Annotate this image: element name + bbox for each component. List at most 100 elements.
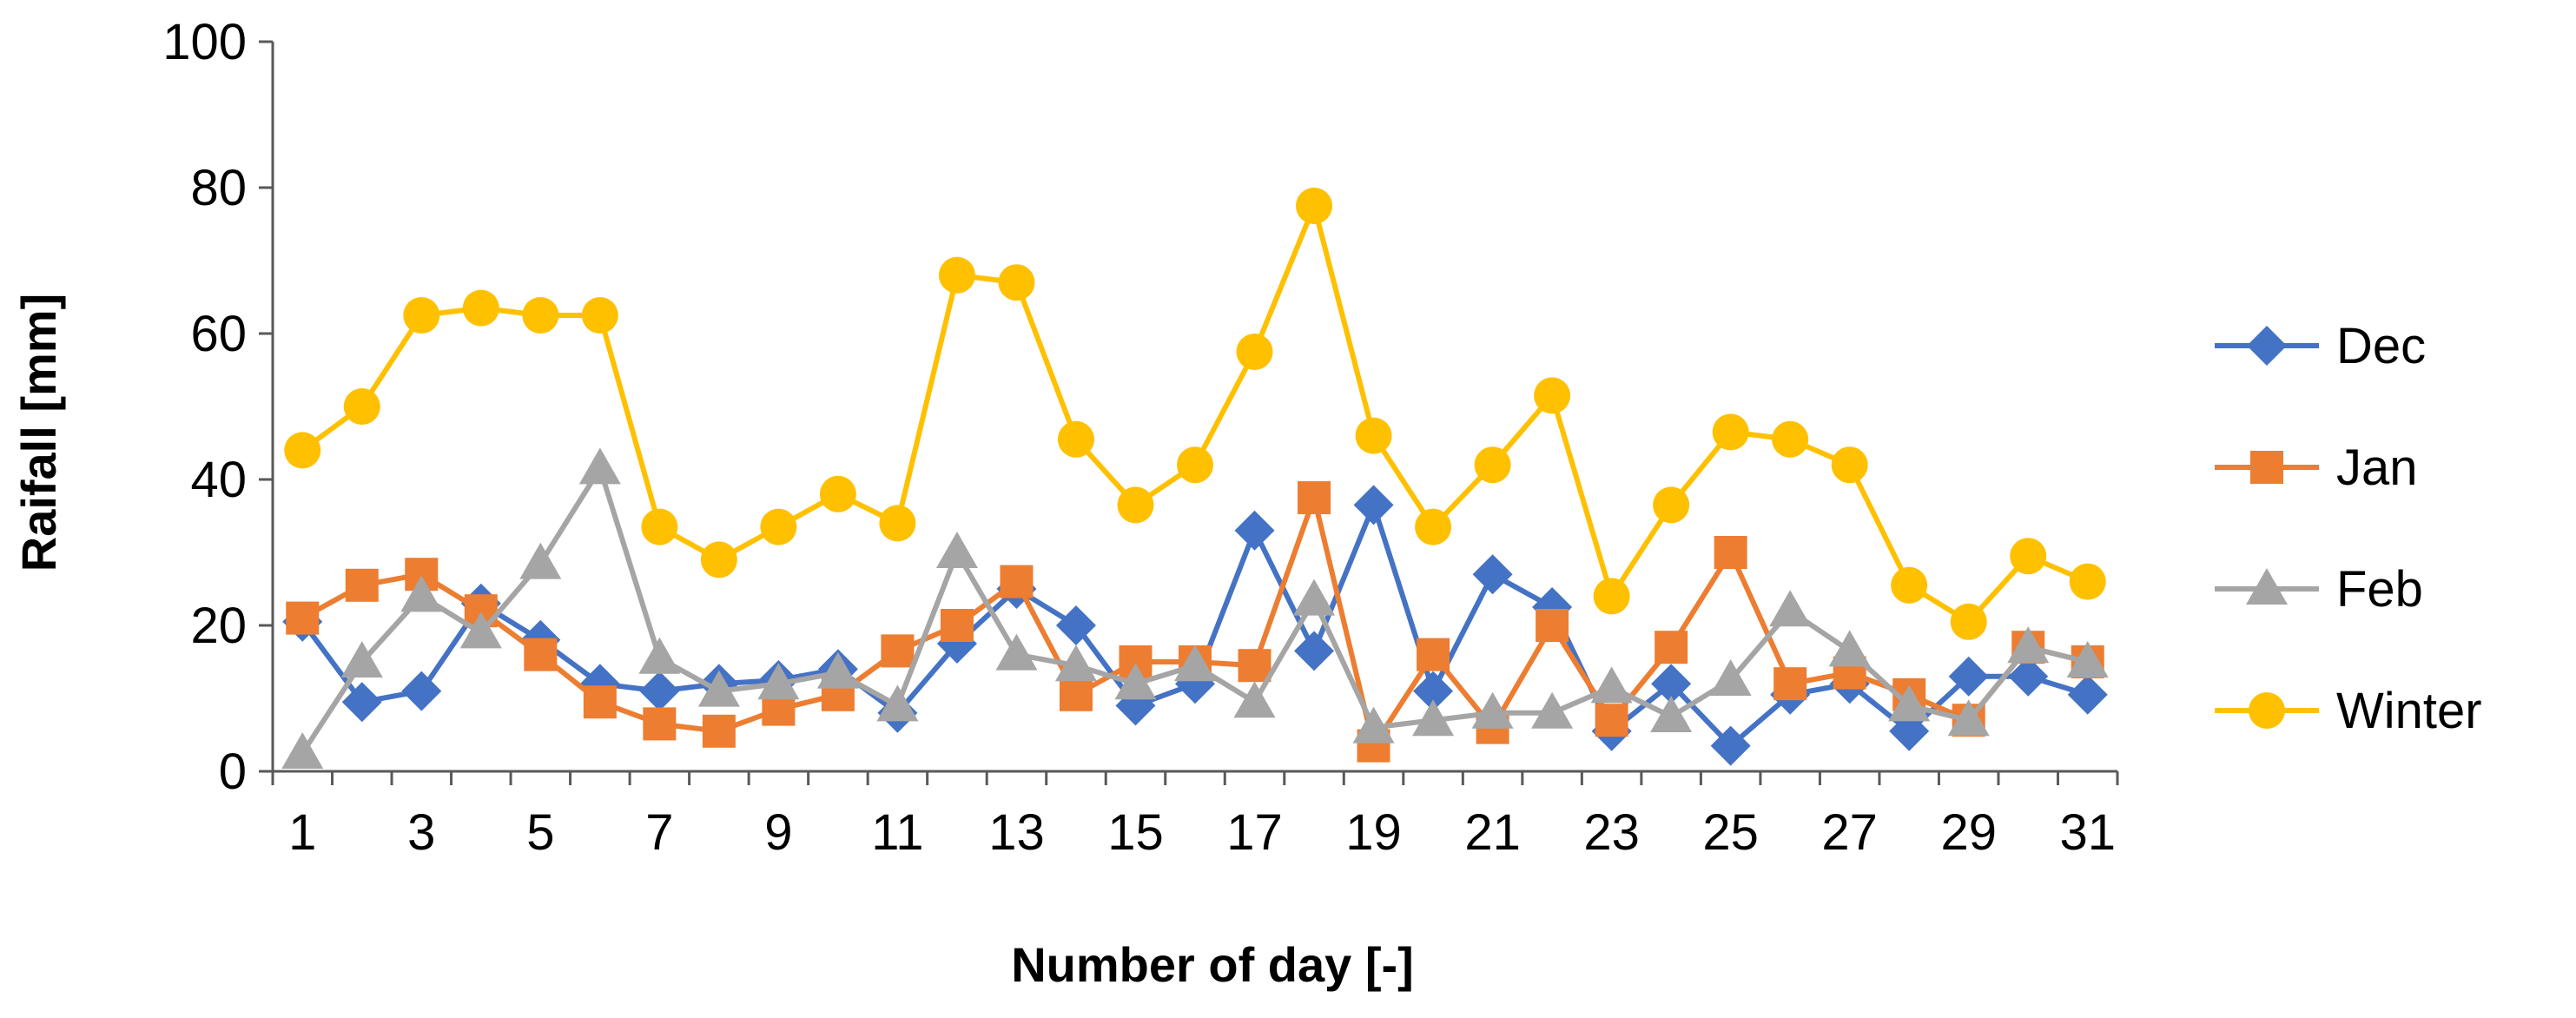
data-point-dec — [1055, 605, 1096, 645]
legend-marker-feb — [2246, 568, 2288, 605]
data-point-dec — [341, 682, 382, 723]
data-point-feb — [1888, 684, 1931, 722]
data-point-feb — [1412, 699, 1455, 737]
data-point-feb — [995, 633, 1038, 671]
data-point-winter — [2010, 538, 2047, 575]
data-point-jan — [643, 707, 677, 741]
x-axis-title: Number of day [-] — [1011, 937, 1414, 992]
data-point-winter — [819, 475, 856, 512]
x-tick-label: 19 — [1345, 804, 1402, 861]
y-tick-label: 60 — [190, 306, 247, 362]
x-tick-label: 13 — [988, 804, 1045, 861]
data-point-winter — [1177, 446, 1213, 484]
data-point-feb — [1650, 696, 1693, 732]
data-point-jan — [524, 638, 558, 671]
data-point-dec — [401, 671, 442, 711]
legend: Dec Jan Feb Winter — [2215, 318, 2482, 739]
data-point-jan — [1595, 704, 1628, 737]
x-tick-label: 21 — [1464, 804, 1521, 861]
axes — [259, 40, 2119, 785]
data-point-feb — [1114, 663, 1157, 700]
x-axis-ticks — [271, 771, 2119, 785]
data-point-jan — [1238, 649, 1271, 683]
data-point-feb — [578, 447, 621, 485]
data-point-dec — [1651, 664, 1692, 704]
data-point-dec — [2067, 674, 2108, 715]
legend-marker-winter — [2249, 692, 2285, 729]
data-point-winter — [1296, 188, 1333, 224]
data-point-winter — [1891, 566, 1928, 604]
data-point-jan — [1655, 631, 1688, 664]
data-point-jan — [345, 568, 379, 602]
x-tick-label: 27 — [1821, 804, 1878, 861]
x-tick-label: 1 — [288, 804, 316, 861]
legend-item-jan: Jan — [2215, 440, 2418, 496]
data-point-feb — [2007, 626, 2050, 664]
x-tick-label: 7 — [645, 804, 673, 861]
data-point-winter — [1474, 446, 1511, 484]
data-point-winter — [938, 256, 975, 294]
data-point-feb — [935, 532, 978, 568]
data-point-feb — [519, 542, 562, 579]
data-point-feb — [1947, 699, 1990, 737]
y-tick-label: 20 — [190, 598, 247, 654]
x-tick-label: 5 — [526, 804, 554, 861]
data-point-feb — [816, 651, 859, 689]
data-point-feb — [876, 684, 919, 722]
x-tick-label: 25 — [1702, 804, 1759, 861]
data-point-winter — [1712, 413, 1749, 451]
legend-label-feb: Feb — [2336, 561, 2423, 618]
data-point-jan — [881, 634, 915, 668]
data-point-winter — [1831, 446, 1868, 484]
data-point-jan — [1298, 481, 1331, 514]
data-point-feb — [340, 641, 383, 678]
data-point-dec — [2008, 656, 2049, 697]
legend-label-winter: Winter — [2336, 683, 2482, 739]
series-winter — [284, 188, 2106, 640]
data-point-dec — [639, 671, 680, 711]
data-point-dec — [1234, 510, 1275, 551]
data-point-winter — [1653, 486, 1690, 524]
legend-item-winter: Winter — [2215, 683, 2482, 739]
data-point-dec — [1948, 656, 1989, 697]
data-point-dec — [1413, 671, 1454, 711]
data-point-winter — [879, 505, 916, 542]
data-point-feb — [1471, 691, 1514, 729]
y-tick-label: 0 — [219, 744, 247, 800]
x-tick-label: 17 — [1226, 804, 1283, 861]
data-point-winter — [1415, 508, 1452, 545]
data-point-winter — [581, 297, 618, 334]
x-tick-label: 9 — [764, 804, 792, 861]
data-point-winter — [1117, 486, 1154, 524]
data-point-feb — [1174, 645, 1216, 682]
y-tick-label: 100 — [162, 14, 247, 70]
data-point-winter — [1534, 377, 1571, 414]
legend-marker-dec — [2247, 326, 2287, 366]
data-point-winter — [522, 297, 559, 334]
data-point-winter — [462, 289, 499, 327]
x-tick-label: 15 — [1107, 804, 1164, 861]
data-point-winter — [998, 264, 1035, 301]
data-point-feb — [281, 732, 324, 769]
y-tick-label: 40 — [190, 452, 247, 508]
data-point-feb — [459, 611, 502, 649]
data-point-winter — [1950, 603, 1987, 640]
x-axis-tick-labels: 1 3 5 7 9 11 13 15 17 19 21 23 25 27 29 31 — [288, 804, 2116, 861]
data-point-feb — [638, 637, 681, 674]
data-point-feb — [1709, 659, 1752, 696]
data-point-dec — [1710, 725, 1751, 766]
data-point-dec — [1472, 554, 1513, 595]
data-point-winter — [343, 388, 380, 425]
data-point-jan — [286, 601, 320, 635]
data-point-feb — [1828, 630, 1871, 667]
data-point-feb — [400, 575, 443, 612]
data-point-jan — [583, 685, 617, 719]
x-tick-label: 3 — [407, 804, 435, 861]
data-point-winter — [1772, 420, 1809, 458]
data-point-jan — [702, 714, 736, 748]
legend-marker-jan — [2250, 451, 2283, 484]
data-point-winter — [403, 297, 440, 334]
data-point-jan — [1417, 638, 1450, 671]
data-point-feb — [2066, 641, 2109, 678]
